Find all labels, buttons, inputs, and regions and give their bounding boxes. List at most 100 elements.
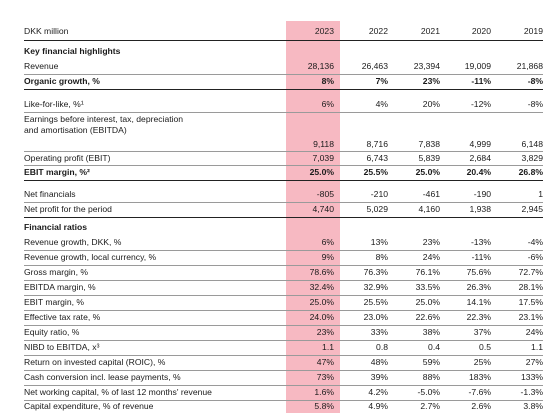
cell-value: -1.3% (520, 387, 543, 397)
row-label: Gross margin, % (24, 267, 88, 277)
table-row: Revenue growth, local currency, % 9% 8% … (0, 251, 550, 264)
cell-value: 1.1 (531, 342, 543, 352)
row-label: Cash conversion incl. lease payments, % (24, 372, 181, 382)
table-row: Like-for-like, %¹ 6% 4% 20% -12% -8% (0, 98, 550, 111)
cell-value: 14.1% (466, 297, 491, 307)
cell-value: 9,118 (313, 139, 334, 149)
row-label: Net profit for the period (24, 204, 112, 214)
cell-value: 37% (473, 327, 491, 337)
row-label: EBIT margin, %² (24, 167, 90, 177)
header-divider (24, 40, 543, 41)
cell-value: 2.6% (471, 401, 491, 411)
cell-value: 24% (422, 252, 440, 262)
row-divider (24, 355, 543, 356)
cell-value: 33% (370, 327, 388, 337)
cell-value: 32.4% (309, 282, 334, 292)
table-row: Equity ratio, % 23% 33% 38% 37% 24% (0, 326, 550, 339)
table-row: NIBD to EBITDA, x³ 1.1 0.8 0.4 0.5 1.1 (0, 341, 550, 354)
table-row: Operating profit (EBIT) 7,039 6,743 5,83… (0, 152, 550, 165)
table-row: Earnings before interest, tax, depreciat… (0, 113, 550, 126)
cell-value: 13% (370, 237, 388, 247)
cell-value: 8% (375, 252, 388, 262)
cell-value: 23.1% (518, 312, 543, 322)
cell-value: 7% (375, 76, 388, 86)
table-row: Return on invested capital (ROIC), % 47%… (0, 356, 550, 369)
cell-value: 17.5% (518, 297, 543, 307)
cell-value: 1 (538, 189, 543, 199)
cell-value: 6,148 (521, 139, 543, 149)
year-header: 2022 (368, 26, 388, 36)
cell-value: -8% (527, 99, 543, 109)
cell-value: 4,160 (418, 204, 440, 214)
table-row: EBIT margin, %² 25.0% 25.5% 25.0% 20.4% … (0, 166, 550, 179)
cell-value: -461 (422, 189, 440, 199)
row-divider (24, 250, 543, 251)
cell-value: 5.8% (314, 401, 334, 411)
row-label: Equity ratio, % (24, 327, 80, 337)
cell-value: 20.4% (466, 167, 491, 177)
row-label: Like-for-like, %¹ (24, 99, 84, 109)
row-divider (24, 370, 543, 371)
cell-value: -6% (527, 252, 543, 262)
cell-value: 4% (375, 99, 388, 109)
section-title: Key financial highlights (0, 45, 550, 58)
row-divider (24, 325, 543, 326)
table-row: Net profit for the period 4,740 5,029 4,… (0, 203, 550, 216)
cell-value: -8% (527, 76, 543, 86)
section-title-text: Financial ratios (24, 222, 88, 232)
year-header: 2023 (314, 26, 334, 36)
table-row: and amortisation (EBITDA) (0, 124, 550, 137)
row-label: Earnings before interest, tax, depreciat… (24, 114, 184, 124)
year-header: 2020 (471, 26, 491, 36)
cell-value: -12% (470, 99, 491, 109)
row-divider (24, 217, 543, 218)
cell-value: 25.0% (309, 167, 334, 177)
row-divider (24, 400, 543, 401)
table-row: Net working capital, % of last 12 months… (0, 386, 550, 399)
cell-value: 22.3% (466, 312, 491, 322)
cell-value: 48% (370, 357, 388, 367)
cell-value: 25% (473, 357, 491, 367)
row-divider (24, 165, 543, 166)
cell-value: -5.0% (417, 387, 440, 397)
cell-value: 8,716 (366, 139, 388, 149)
cell-value: 25.5% (363, 297, 388, 307)
table-row: Effective tax rate, % 24.0% 23.0% 22.6% … (0, 311, 550, 324)
cell-value: -11% (471, 76, 491, 86)
cell-value: 88% (422, 372, 440, 382)
cell-value: 4,740 (312, 204, 334, 214)
table-row: Revenue 28,136 26,463 23,394 19,009 21,8… (0, 60, 550, 73)
row-label: NIBD to EBITDA, x³ (24, 342, 100, 352)
cell-value: 76.1% (415, 267, 440, 277)
row-label: Net working capital, % of last 12 months… (24, 387, 212, 397)
cell-value: 27% (525, 357, 543, 367)
cell-value: 133% (521, 372, 543, 382)
table-row: Revenue growth, DKK, % 6% 13% 23% -13% -… (0, 236, 550, 249)
cell-value: 25.5% (363, 167, 388, 177)
row-divider (24, 89, 543, 90)
cell-value: 21,868 (516, 61, 543, 71)
row-label: Capital expenditure, % of revenue (24, 401, 154, 411)
year-header: 2019 (523, 26, 543, 36)
table-row: EBITDA margin, % 32.4% 32.9% 33.5% 26.3%… (0, 281, 550, 294)
cell-value: 20% (422, 99, 440, 109)
cell-value: 183% (469, 372, 491, 382)
cell-value: 9% (321, 252, 334, 262)
table-header: DKK million 2023 2022 2021 2020 2019 (0, 25, 550, 38)
row-label: Revenue (24, 61, 59, 71)
row-label: EBIT margin, % (24, 297, 85, 307)
cell-value: 39% (370, 372, 388, 382)
table-row: Cash conversion incl. lease payments, % … (0, 371, 550, 384)
cell-value: 6% (321, 237, 334, 247)
cell-value: 78.6% (309, 267, 334, 277)
cell-value: 32.9% (363, 282, 388, 292)
row-label: and amortisation (EBITDA) (24, 125, 127, 135)
cell-value: 2.7% (420, 401, 440, 411)
cell-value: 26.3% (466, 282, 491, 292)
section-title: Financial ratios (0, 221, 550, 234)
cell-value: 7,838 (418, 139, 440, 149)
cell-value: 38% (422, 327, 440, 337)
cell-value: 25.0% (415, 167, 440, 177)
cell-value: 3.8% (523, 401, 543, 411)
cell-value: 75.6% (466, 267, 491, 277)
